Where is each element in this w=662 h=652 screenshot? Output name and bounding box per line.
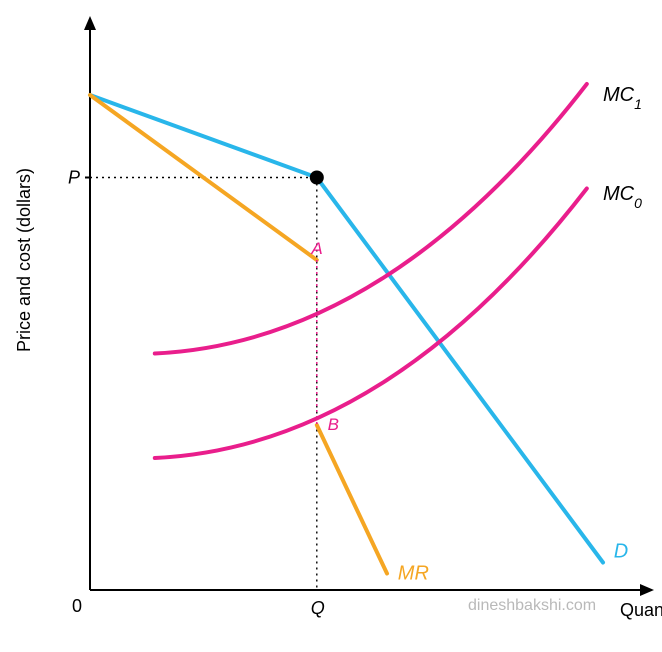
p-tick-label: P (68, 168, 80, 188)
point-a-label: A (310, 239, 322, 258)
y-axis-label: Price and cost (dollars) (14, 168, 34, 352)
point-b-label: B (328, 415, 339, 434)
kink-point (310, 171, 324, 185)
watermark: dineshbakshi.com (468, 597, 596, 614)
x-axis-label: Quantity (620, 600, 662, 620)
chart-svg: Price and cost (dollars)Quantity0PQDMRMC… (0, 0, 662, 652)
d-label: D (614, 541, 628, 563)
q-tick-label: Q (311, 598, 325, 618)
kinked-demand-chart: Price and cost (dollars)Quantity0PQDMRMC… (0, 0, 662, 652)
mr-label: MR (398, 563, 429, 585)
origin-label: 0 (72, 596, 82, 616)
